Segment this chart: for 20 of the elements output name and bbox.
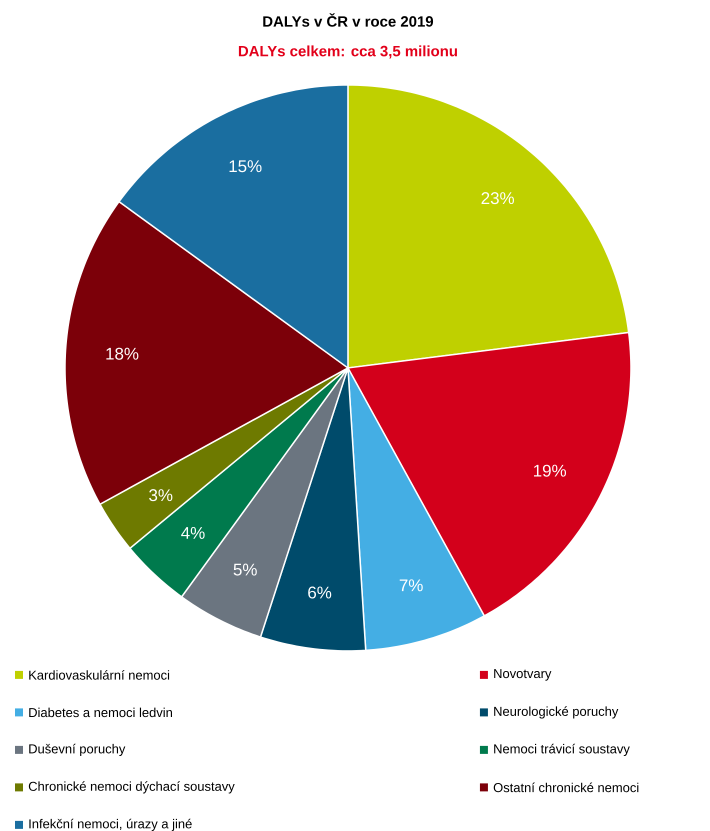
data-label: 23%	[482, 192, 514, 204]
data-label: 15%	[230, 160, 262, 172]
chart-title: DALYs v ČR v roce 2019	[263, 13, 434, 27]
chart-subtitle: DALYs celkem: cca 3,5 milionu	[238, 45, 458, 59]
data-label: 19%	[534, 464, 566, 477]
data-label: 18%	[106, 348, 138, 360]
legend-label: Kardiovaskulární nemoci	[29, 670, 170, 680]
data-label: 6%	[308, 586, 332, 599]
data-label: 5%	[234, 564, 257, 576]
legend-label: Ostatní chronické nemoci	[494, 782, 638, 792]
legend-label: Neurologické poruchy	[494, 706, 618, 719]
legend-label: Nemoci trávicí soustavy	[494, 744, 630, 756]
legend-label: Duševní poruchy	[29, 744, 126, 756]
legend-label: Diabetes a nemoci ledvin	[29, 708, 172, 718]
data-label: 4%	[181, 527, 205, 539]
legend-label: Chronické nemoci dýchací soustavy	[28, 781, 235, 794]
data-label: 7%	[400, 579, 423, 592]
data-label: 3%	[149, 489, 172, 502]
legend-label: Infekční nemoci, úrazy a jiné	[29, 818, 192, 831]
legend-label: Novotvary	[494, 669, 552, 681]
